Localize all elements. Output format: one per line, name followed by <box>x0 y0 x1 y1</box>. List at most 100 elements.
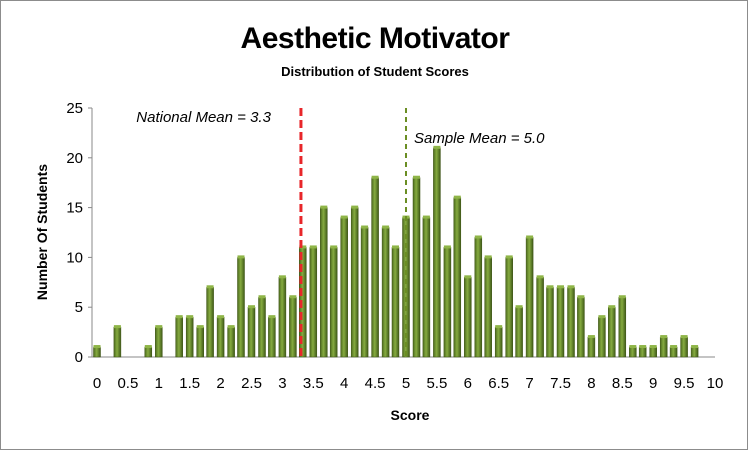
bar-cap <box>474 235 482 239</box>
bar-cap <box>361 225 369 229</box>
bar-body <box>494 326 503 358</box>
bar-cap <box>227 325 235 329</box>
x-axis-label: Score <box>391 407 430 423</box>
bar <box>247 305 256 358</box>
bar-cap <box>505 255 513 259</box>
bar <box>453 195 462 358</box>
bar-body <box>381 227 390 358</box>
bar-body <box>577 296 585 358</box>
x-tick-label: 2.5 <box>241 375 262 392</box>
bar-cap <box>670 345 678 349</box>
bar-body <box>422 217 431 358</box>
bar-cap <box>557 285 564 289</box>
bar-cap <box>691 345 699 349</box>
x-tick-label: 1.5 <box>179 375 200 392</box>
bar <box>237 255 245 358</box>
bar-body <box>618 296 627 358</box>
bar-cap <box>587 335 595 339</box>
bar <box>422 215 431 358</box>
x-tick-label: 9.5 <box>674 375 695 392</box>
bar-body <box>237 257 245 358</box>
bar-body <box>340 217 348 358</box>
bar <box>320 205 328 358</box>
bar-cap <box>680 335 688 339</box>
bar-body <box>196 326 204 358</box>
bar-body <box>649 346 657 358</box>
bar-body <box>360 227 369 358</box>
bar-body <box>247 306 256 358</box>
bar-cap <box>484 255 492 259</box>
y-tick-label: 5 <box>75 299 83 316</box>
bar <box>587 335 596 358</box>
bar <box>629 345 637 358</box>
bar <box>556 285 565 358</box>
bar-cap <box>443 245 451 249</box>
bar-cap <box>309 245 317 249</box>
bar-cap <box>515 305 523 309</box>
x-tick-label: 8.5 <box>612 375 633 392</box>
bar-body <box>185 316 194 358</box>
bar-cap <box>526 235 534 239</box>
x-tick-label: 1 <box>155 375 163 392</box>
bar-body <box>227 326 235 358</box>
bar <box>196 325 204 358</box>
bar-body <box>309 247 318 358</box>
bar <box>289 295 297 358</box>
bar <box>258 295 266 358</box>
bar-cap <box>320 205 328 209</box>
bar-cap <box>268 315 276 319</box>
x-tick-label: 0 <box>93 375 101 392</box>
x-tick-label: 4.5 <box>365 375 386 392</box>
bar-cap <box>453 195 461 199</box>
x-tick-label: 5 <box>402 375 410 392</box>
bar <box>515 305 523 358</box>
bar <box>443 245 452 358</box>
bar-body <box>391 247 400 358</box>
bar <box>309 245 318 358</box>
bar-body <box>93 346 101 358</box>
y-tick-label: 10 <box>66 249 83 266</box>
bar-body <box>567 287 575 358</box>
bar-cap <box>536 275 544 279</box>
bar-body <box>608 306 616 358</box>
bar <box>227 325 235 358</box>
reference-lines: National Mean = 3.3 Sample Mean = 5.0 <box>136 108 545 357</box>
bar-cap <box>391 245 399 249</box>
bar-body <box>113 326 122 358</box>
bar <box>329 245 338 358</box>
bar-cap <box>413 175 421 179</box>
x-tick-label: 3.5 <box>303 375 324 392</box>
bar-cap <box>567 285 575 289</box>
bar-body <box>258 296 266 358</box>
bar-cap <box>577 295 585 299</box>
bar <box>474 235 483 358</box>
bar <box>268 315 276 358</box>
bar <box>185 315 194 358</box>
bar-body <box>216 316 225 358</box>
bar-body <box>144 346 153 358</box>
bar-cap <box>639 345 647 349</box>
bar-cap <box>144 345 152 349</box>
bar-cap <box>237 255 245 259</box>
x-tick-label: 2 <box>216 375 224 392</box>
bar-cap <box>598 315 606 319</box>
bar <box>360 225 369 358</box>
bar-body <box>464 277 472 358</box>
bar-body <box>268 316 276 358</box>
reference-line-label: National Mean = 3.3 <box>136 109 271 126</box>
bar-cap <box>422 215 430 219</box>
bar <box>93 345 101 358</box>
bar-cap <box>206 285 214 289</box>
bar-cap <box>464 275 472 279</box>
bar-cap <box>629 345 637 349</box>
x-tick-label: 6 <box>464 375 472 392</box>
bar-body <box>525 237 534 358</box>
y-tick-label: 0 <box>75 349 83 366</box>
bar-body <box>320 207 328 358</box>
bar-body <box>433 147 441 358</box>
bar-body <box>350 207 359 358</box>
bar-body <box>629 346 637 358</box>
bar <box>638 345 647 358</box>
axes: 0 5 10 15 20 25 0 0.5 1 1.5 2 2.5 3 3.5 4 4.5 5 5.5 6 6.5 7 7… <box>66 100 723 392</box>
bar-body <box>443 247 452 358</box>
